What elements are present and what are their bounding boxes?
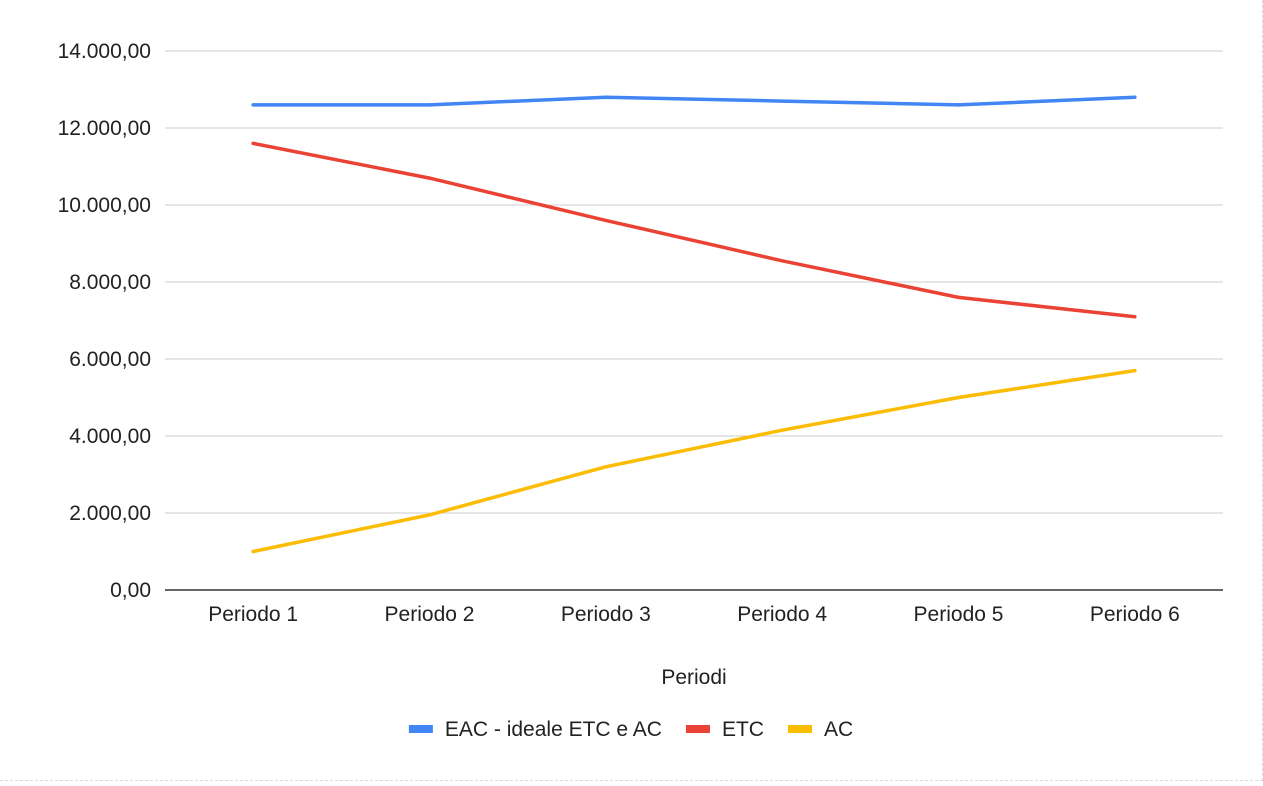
legend-swatch-0 bbox=[408, 725, 433, 733]
legend-swatch-2 bbox=[787, 725, 812, 733]
y-tick-label-4: 8.000,00 bbox=[69, 271, 151, 294]
data-point-1-5 bbox=[1133, 314, 1137, 319]
data-point-0-1 bbox=[427, 103, 432, 107]
y-tick-labels: 0,00 2.000,00 4.000,00 6.000,00 8.000,00 10.0… bbox=[58, 40, 151, 602]
y-tick-label-6: 12.000,00 bbox=[58, 117, 151, 140]
data-point-2-3 bbox=[780, 428, 784, 432]
series-line-1 bbox=[251, 141, 1137, 319]
x-tick-label-4: Periodo 5 bbox=[914, 603, 1004, 626]
data-point-2-0 bbox=[251, 549, 255, 554]
data-point-0-0 bbox=[251, 103, 255, 107]
data-point-0-3 bbox=[780, 99, 784, 103]
data-point-2-5 bbox=[1133, 368, 1137, 373]
x-tick-label-2: Periodo 3 bbox=[561, 603, 651, 626]
series-lines bbox=[251, 95, 1137, 554]
x-tick-label-0: Periodo 1 bbox=[208, 603, 298, 626]
legend: EAC - ideale ETC e AC ETC AC bbox=[408, 718, 853, 741]
data-point-0-2 bbox=[604, 95, 608, 99]
series-line-2 bbox=[251, 368, 1137, 554]
legend-swatch-1 bbox=[685, 725, 710, 733]
data-point-1-2 bbox=[604, 218, 608, 223]
x-tick-label-3: Periodo 4 bbox=[737, 603, 827, 626]
y-tick-label-3: 6.000,00 bbox=[69, 348, 151, 371]
x-tick-label-5: Periodo 6 bbox=[1090, 603, 1180, 626]
data-point-1-3 bbox=[780, 259, 784, 263]
data-point-1-1 bbox=[427, 176, 432, 180]
data-point-2-4 bbox=[956, 395, 961, 400]
data-point-2-1 bbox=[427, 513, 432, 517]
x-axis-title: Periodi bbox=[661, 666, 726, 689]
legend-label-0: EAC - ideale ETC e AC bbox=[445, 718, 662, 741]
data-point-1-0 bbox=[251, 141, 255, 146]
data-point-1-4 bbox=[956, 295, 961, 300]
y-tick-label-2: 4.000,00 bbox=[69, 425, 151, 448]
data-point-2-2 bbox=[604, 465, 608, 469]
y-tick-label-1: 2.000,00 bbox=[69, 502, 151, 525]
x-tick-label-1: Periodo 2 bbox=[385, 603, 475, 626]
gridlines bbox=[165, 50, 1223, 514]
series-line-0 bbox=[251, 95, 1137, 107]
y-tick-label-7: 14.000,00 bbox=[58, 40, 151, 63]
legend-label-2: AC bbox=[824, 718, 853, 741]
legend-label-1: ETC bbox=[722, 718, 764, 741]
y-tick-label-5: 10.000,00 bbox=[58, 194, 151, 217]
x-tick-labels: Periodo 1 Periodo 2 Periodo 3 Periodo 4 Peri… bbox=[208, 603, 1180, 626]
data-point-0-4 bbox=[956, 103, 961, 107]
y-tick-label-0: 0,00 bbox=[110, 579, 151, 602]
data-point-0-5 bbox=[1133, 95, 1137, 99]
